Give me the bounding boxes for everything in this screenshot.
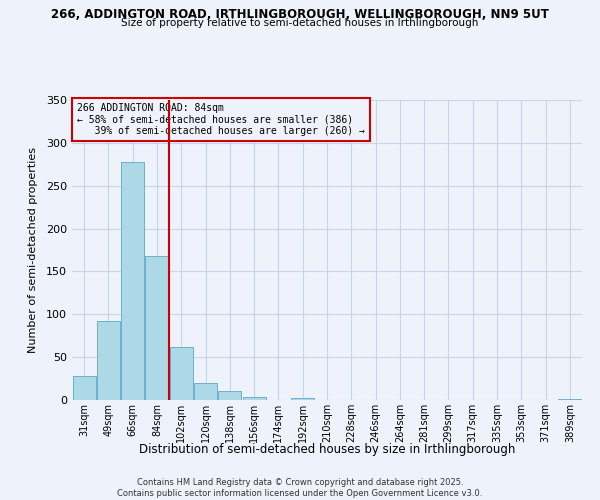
Text: Contains HM Land Registry data © Crown copyright and database right 2025.
Contai: Contains HM Land Registry data © Crown c… xyxy=(118,478,482,498)
Bar xyxy=(170,347,193,400)
Bar xyxy=(194,383,217,400)
Y-axis label: Number of semi-detached properties: Number of semi-detached properties xyxy=(28,147,38,353)
Text: 266 ADDINGTON ROAD: 84sqm
← 58% of semi-detached houses are smaller (386)
   39%: 266 ADDINGTON ROAD: 84sqm ← 58% of semi-… xyxy=(77,103,365,136)
Bar xyxy=(121,162,144,400)
Bar xyxy=(218,392,241,400)
Text: Distribution of semi-detached houses by size in Irthlingborough: Distribution of semi-detached houses by … xyxy=(139,442,515,456)
Bar xyxy=(291,398,314,400)
Bar xyxy=(73,376,95,400)
Text: 266, ADDINGTON ROAD, IRTHLINGBOROUGH, WELLINGBOROUGH, NN9 5UT: 266, ADDINGTON ROAD, IRTHLINGBOROUGH, WE… xyxy=(51,8,549,20)
Text: Size of property relative to semi-detached houses in Irthlingborough: Size of property relative to semi-detach… xyxy=(121,18,479,28)
Bar xyxy=(97,321,120,400)
Bar xyxy=(559,399,581,400)
Bar xyxy=(145,256,169,400)
Bar xyxy=(242,396,266,400)
